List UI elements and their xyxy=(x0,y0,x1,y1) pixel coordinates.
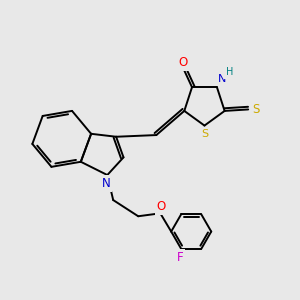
Text: F: F xyxy=(176,250,183,264)
Text: S: S xyxy=(252,103,259,116)
Text: N: N xyxy=(218,74,226,84)
Text: O: O xyxy=(178,56,188,69)
Text: N: N xyxy=(101,177,110,190)
Text: O: O xyxy=(157,200,166,213)
Text: S: S xyxy=(201,129,208,139)
Text: H: H xyxy=(226,67,234,77)
